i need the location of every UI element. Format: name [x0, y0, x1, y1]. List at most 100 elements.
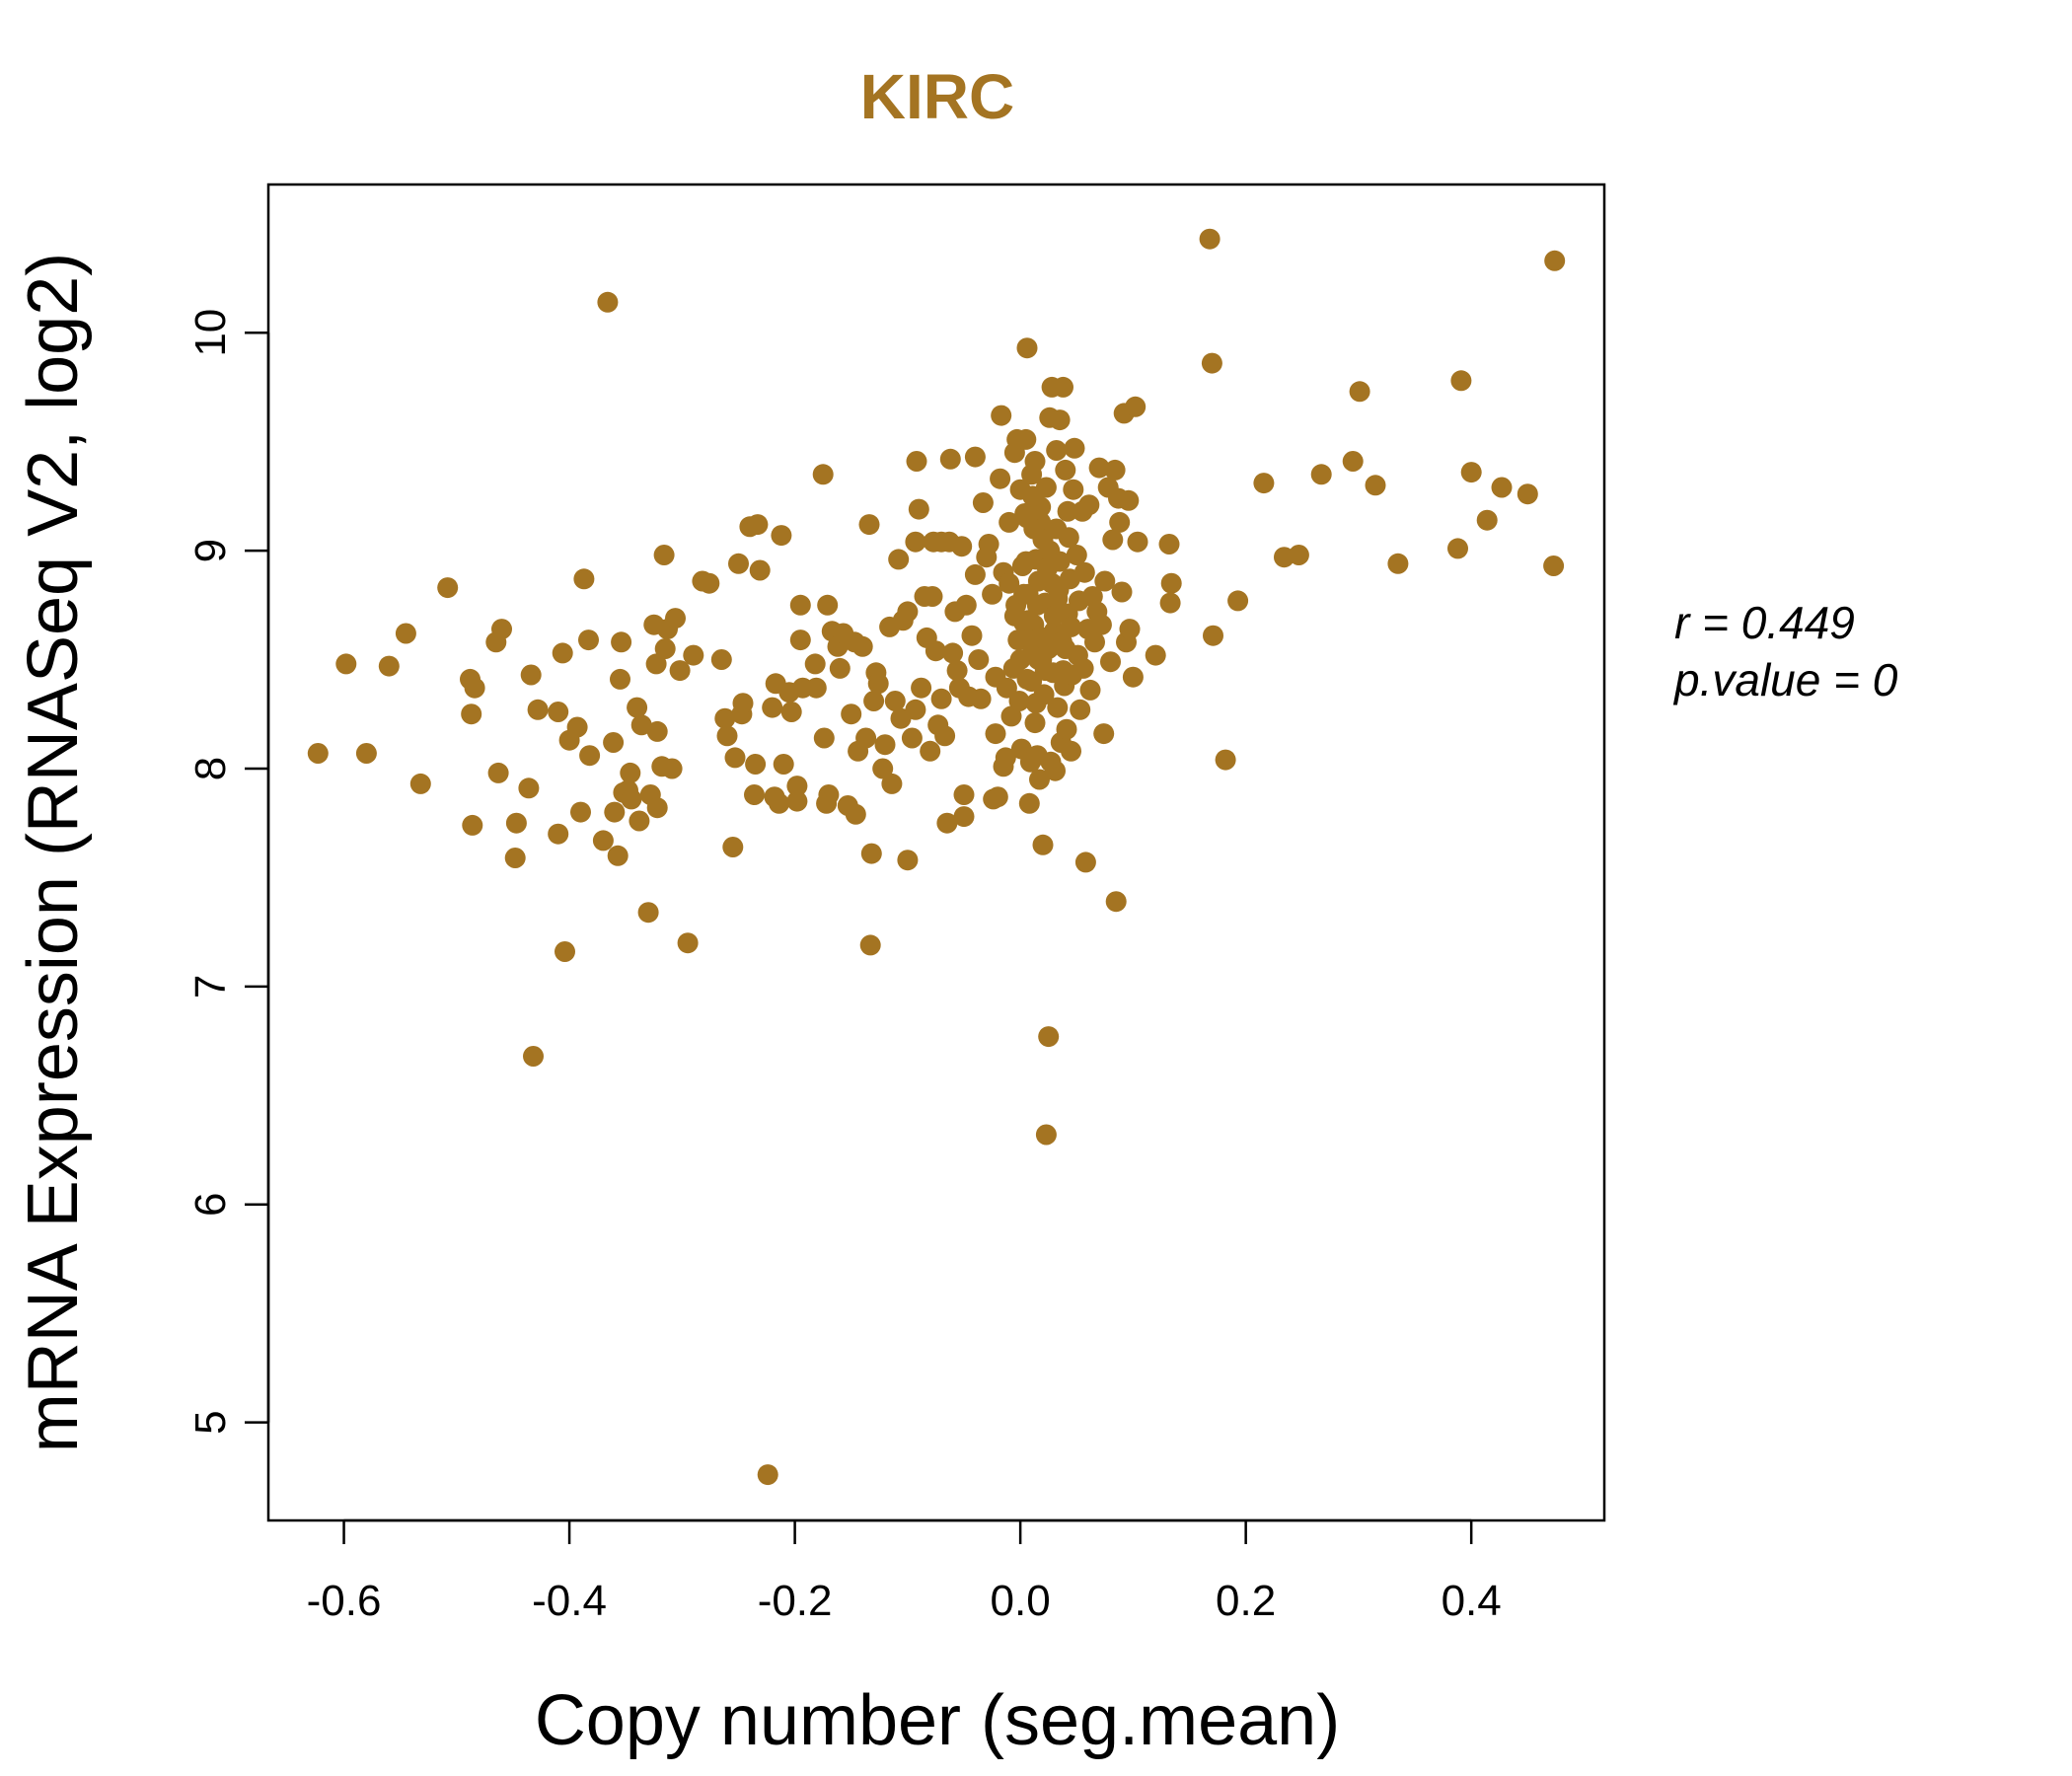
data-point: [728, 553, 749, 574]
data-point: [1073, 561, 1095, 583]
data-point: [1543, 555, 1565, 576]
data-point: [699, 572, 720, 594]
data-point: [462, 814, 483, 836]
data-point: [970, 688, 992, 709]
data-point: [603, 732, 625, 753]
data-point: [1039, 540, 1061, 561]
data-point: [999, 572, 1020, 594]
data-point: [1159, 592, 1181, 614]
data-point: [464, 677, 485, 699]
data-point: [1046, 440, 1068, 461]
data-point: [505, 812, 527, 834]
data-point: [710, 649, 732, 670]
data-point: [906, 451, 927, 472]
data-point: [1093, 723, 1115, 745]
data-point: [812, 464, 834, 485]
data-point: [1009, 649, 1031, 670]
data-point: [985, 723, 1006, 745]
data-point: [964, 446, 986, 468]
data-point: [1053, 376, 1073, 398]
data-point: [1342, 451, 1364, 472]
data-point: [548, 702, 569, 722]
data-point: [1061, 740, 1081, 762]
data-point: [1066, 545, 1087, 565]
data-point: [804, 653, 826, 675]
data-point: [884, 691, 906, 711]
data-point: [1015, 428, 1037, 450]
data-point: [621, 788, 642, 810]
data-point: [818, 784, 840, 805]
data-point: [1016, 507, 1038, 529]
data-point: [939, 448, 961, 470]
data-point: [722, 837, 744, 857]
data-point: [1047, 588, 1069, 610]
data-point: [863, 691, 885, 711]
data-point: [714, 707, 736, 729]
data-point: [936, 812, 958, 834]
data-point: [1288, 545, 1309, 565]
data-point: [395, 623, 416, 644]
x-tick-label: 0.2: [1216, 1577, 1276, 1625]
data-point: [1158, 534, 1180, 555]
p-value-annotation: p.value = 0: [1672, 654, 1898, 705]
data-point: [1025, 693, 1047, 714]
data-point: [858, 514, 880, 536]
data-point: [523, 1046, 544, 1067]
data-point: [990, 468, 1011, 489]
data-point: [1119, 619, 1141, 640]
data-point: [597, 291, 619, 313]
data-point: [527, 699, 549, 720]
data-point: [995, 747, 1016, 769]
data-point: [724, 747, 746, 769]
data-point: [1122, 666, 1144, 688]
data-point: [732, 693, 754, 714]
data-point: [946, 660, 968, 682]
data-point: [637, 902, 659, 924]
data-point: [669, 660, 691, 682]
data-point: [1227, 590, 1249, 612]
data-point: [747, 514, 769, 536]
data-point: [749, 559, 771, 581]
data-point: [1057, 500, 1078, 522]
data-point: [922, 586, 943, 607]
data-point: [627, 697, 648, 718]
data-point: [961, 625, 983, 646]
data-point: [1037, 557, 1058, 579]
data-point: [307, 743, 329, 764]
y-axis-title: mRNA Expression (RNASeq V2, log2): [14, 253, 93, 1452]
data-point: [851, 635, 873, 657]
data-point: [881, 773, 903, 794]
data-point: [566, 716, 588, 738]
data-point: [437, 577, 459, 599]
data-point: [335, 653, 357, 675]
data-point: [771, 525, 792, 547]
correlation-annotation: r = 0.449: [1674, 597, 1855, 648]
data-point: [1070, 699, 1091, 720]
data-point: [1018, 792, 1040, 814]
data-point: [1049, 409, 1071, 431]
data-point: [1090, 614, 1112, 635]
data-point: [1447, 538, 1468, 559]
data-point: [780, 702, 802, 722]
data-point: [855, 727, 877, 749]
data-point: [1084, 631, 1105, 653]
data-point: [552, 642, 573, 664]
data-point: [953, 806, 975, 828]
data-point: [920, 740, 941, 762]
y-tick-label: 5: [186, 1410, 235, 1434]
data-point: [829, 657, 851, 679]
data-point: [646, 797, 668, 819]
data-point: [874, 734, 896, 756]
data-point: [1038, 1026, 1060, 1048]
data-point: [930, 688, 952, 709]
data-point: [1160, 572, 1182, 594]
plot-frame: [266, 183, 1606, 1522]
y-tick-label: 8: [186, 757, 235, 780]
data-point: [968, 649, 990, 670]
data-point: [1032, 627, 1054, 648]
data-point: [757, 1464, 778, 1486]
data-point: [996, 677, 1017, 699]
data-point: [578, 629, 599, 651]
data-point: [1215, 749, 1236, 771]
data-point: [487, 762, 509, 783]
